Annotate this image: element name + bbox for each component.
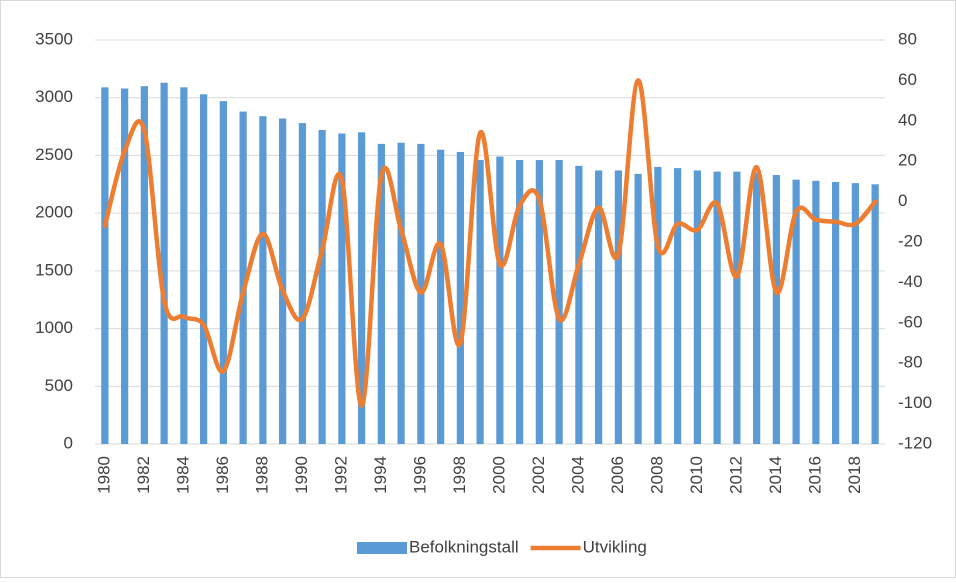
legend-swatch bbox=[357, 542, 407, 554]
bar bbox=[377, 143, 385, 444]
x-tick-label: 2016 bbox=[805, 456, 824, 494]
y-tick-label: 2000 bbox=[35, 203, 73, 222]
bar bbox=[160, 82, 168, 445]
bar bbox=[772, 175, 780, 444]
bar bbox=[358, 132, 366, 445]
y2-tick-label: 0 bbox=[898, 191, 907, 210]
bar bbox=[140, 86, 148, 445]
bar bbox=[279, 118, 287, 445]
bar bbox=[871, 184, 879, 445]
x-tick-label: 2002 bbox=[529, 456, 548, 494]
bar bbox=[318, 130, 326, 444]
y2-tick-label: -80 bbox=[898, 353, 923, 372]
bar bbox=[654, 166, 662, 444]
x-tick-label: 1982 bbox=[134, 456, 153, 494]
legend-label: Utvikling bbox=[583, 537, 647, 556]
y2-tick-label: -40 bbox=[898, 272, 923, 291]
x-tick-label: 2006 bbox=[608, 456, 627, 494]
y2-tick-label: -100 bbox=[898, 393, 932, 412]
x-tick-label: 1984 bbox=[173, 456, 192, 494]
x-tick-label: 1992 bbox=[331, 456, 350, 494]
y2-tick-label: 80 bbox=[898, 29, 917, 48]
bar bbox=[239, 111, 247, 445]
bar bbox=[614, 170, 622, 445]
bar bbox=[634, 173, 642, 444]
bar bbox=[595, 170, 603, 445]
legend-label: Befolkningstall bbox=[409, 537, 519, 556]
bar bbox=[832, 181, 840, 444]
x-tick-label: 2012 bbox=[726, 456, 745, 494]
legend: Befolkningstall Utvikling bbox=[357, 537, 647, 556]
bar bbox=[575, 165, 583, 444]
x-tick-label: 1994 bbox=[371, 456, 390, 494]
x-tick-label: 2000 bbox=[489, 456, 508, 494]
bar bbox=[476, 160, 484, 444]
bar bbox=[851, 183, 859, 445]
x-tick-label: 1998 bbox=[450, 456, 469, 494]
bar bbox=[555, 160, 563, 444]
y2-tick-label: -60 bbox=[898, 312, 923, 331]
bar bbox=[101, 87, 109, 444]
bar bbox=[456, 151, 464, 445]
bar bbox=[792, 179, 800, 444]
bar bbox=[121, 88, 129, 444]
bar bbox=[219, 101, 227, 445]
x-tick-label: 1980 bbox=[94, 456, 113, 494]
y2-tick-label: -120 bbox=[898, 433, 932, 452]
bar bbox=[496, 156, 504, 444]
y-tick-label: 500 bbox=[45, 376, 73, 395]
bar bbox=[812, 180, 820, 444]
bar bbox=[535, 160, 543, 444]
bar bbox=[200, 94, 208, 444]
x-tick-label: 1996 bbox=[410, 456, 429, 494]
x-tick-label: 1990 bbox=[292, 456, 311, 494]
y2-tick-label: 60 bbox=[898, 70, 917, 89]
x-tick-label: 1988 bbox=[252, 456, 271, 494]
bar bbox=[397, 142, 405, 444]
x-tick-label: 2010 bbox=[687, 456, 706, 494]
bar bbox=[713, 171, 721, 445]
y-tick-label: 1500 bbox=[35, 260, 73, 279]
y-tick-label: 3000 bbox=[35, 87, 73, 106]
bar bbox=[338, 133, 346, 445]
y2-tick-label: 20 bbox=[898, 151, 917, 170]
x-tick-label: 2008 bbox=[647, 456, 666, 494]
x-tick-label: 1986 bbox=[213, 456, 232, 494]
bar bbox=[733, 171, 741, 445]
bar bbox=[298, 123, 306, 444]
bar bbox=[674, 168, 682, 444]
y-tick-label: 0 bbox=[64, 433, 73, 452]
line bbox=[102, 78, 878, 408]
y-tick-label: 2500 bbox=[35, 145, 73, 164]
y-tick-label: 1000 bbox=[35, 318, 73, 337]
bar bbox=[437, 149, 445, 444]
x-tick-label: 2014 bbox=[766, 456, 785, 494]
y2-tick-label: -20 bbox=[898, 231, 923, 250]
bar bbox=[516, 160, 524, 444]
bar bbox=[180, 87, 188, 444]
y-tick-label: 3500 bbox=[35, 29, 73, 48]
bar bbox=[259, 116, 267, 444]
bar bbox=[693, 170, 701, 445]
x-tick-label: 2018 bbox=[845, 456, 864, 494]
bar bbox=[753, 172, 761, 444]
y2-tick-label: 40 bbox=[898, 110, 917, 129]
x-tick-label: 2004 bbox=[568, 456, 587, 494]
